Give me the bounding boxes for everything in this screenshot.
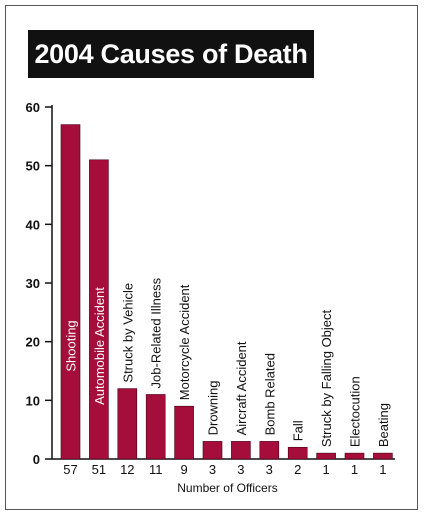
bar-4 (145, 394, 166, 460)
category-label: Electocution (348, 376, 363, 447)
chart-title: 2004 Causes of Death (34, 38, 308, 69)
value-label: 1 (379, 462, 386, 477)
y-tick-label: 0 (33, 452, 40, 467)
bar-5 (174, 405, 194, 460)
y-tick-label: 50 (26, 159, 40, 174)
value-label: 1 (322, 462, 329, 477)
bar-10 (316, 452, 336, 460)
category-label: Drowning (206, 380, 221, 435)
value-label: 3 (266, 462, 273, 477)
value-label: 57 (63, 462, 77, 477)
value-label: 12 (120, 462, 134, 477)
bar-6 (202, 441, 223, 460)
y-tick-label: 20 (26, 335, 40, 350)
value-label: 51 (92, 462, 106, 477)
bar-7 (231, 441, 251, 460)
category-label: Job-Related Illness (149, 277, 164, 388)
y-tick-label: 30 (26, 276, 40, 291)
category-label: Bomb Related (262, 353, 277, 435)
category-label: Struck by Falling Object (319, 309, 334, 447)
bar-9 (287, 446, 308, 460)
chart-bars (60, 124, 393, 460)
value-label: 1 (351, 462, 358, 477)
value-label: 3 (209, 462, 216, 477)
bar-12 (373, 452, 393, 460)
y-tick-label: 60 (26, 100, 40, 115)
bar-3 (117, 388, 138, 460)
bar-8 (259, 441, 280, 460)
x-axis-title: Number of Officers (177, 481, 277, 495)
value-label: 11 (149, 462, 163, 477)
chart-title-box: 2004 Causes of Death (28, 30, 314, 78)
chart-axes: 0 10 20 30 40 50 60 (26, 100, 395, 467)
y-tick-label: 40 (26, 217, 40, 232)
value-label: 9 (180, 462, 187, 477)
category-label: Motorcycle Accident (177, 284, 192, 400)
value-label: 2 (294, 462, 301, 477)
category-label: Aircraft Accident (234, 341, 249, 435)
bar-2 (89, 159, 109, 460)
value-label: 3 (237, 462, 244, 477)
category-label: Beating (376, 403, 391, 447)
y-tick-label: 10 (26, 393, 40, 408)
category-label: Shooting (64, 320, 79, 371)
bar-1 (60, 124, 81, 460)
category-label: Automobile Accident (92, 287, 107, 405)
category-label: Struck by Vehicle (120, 283, 135, 383)
bar-11 (344, 452, 365, 460)
category-label: Fall (291, 420, 306, 441)
